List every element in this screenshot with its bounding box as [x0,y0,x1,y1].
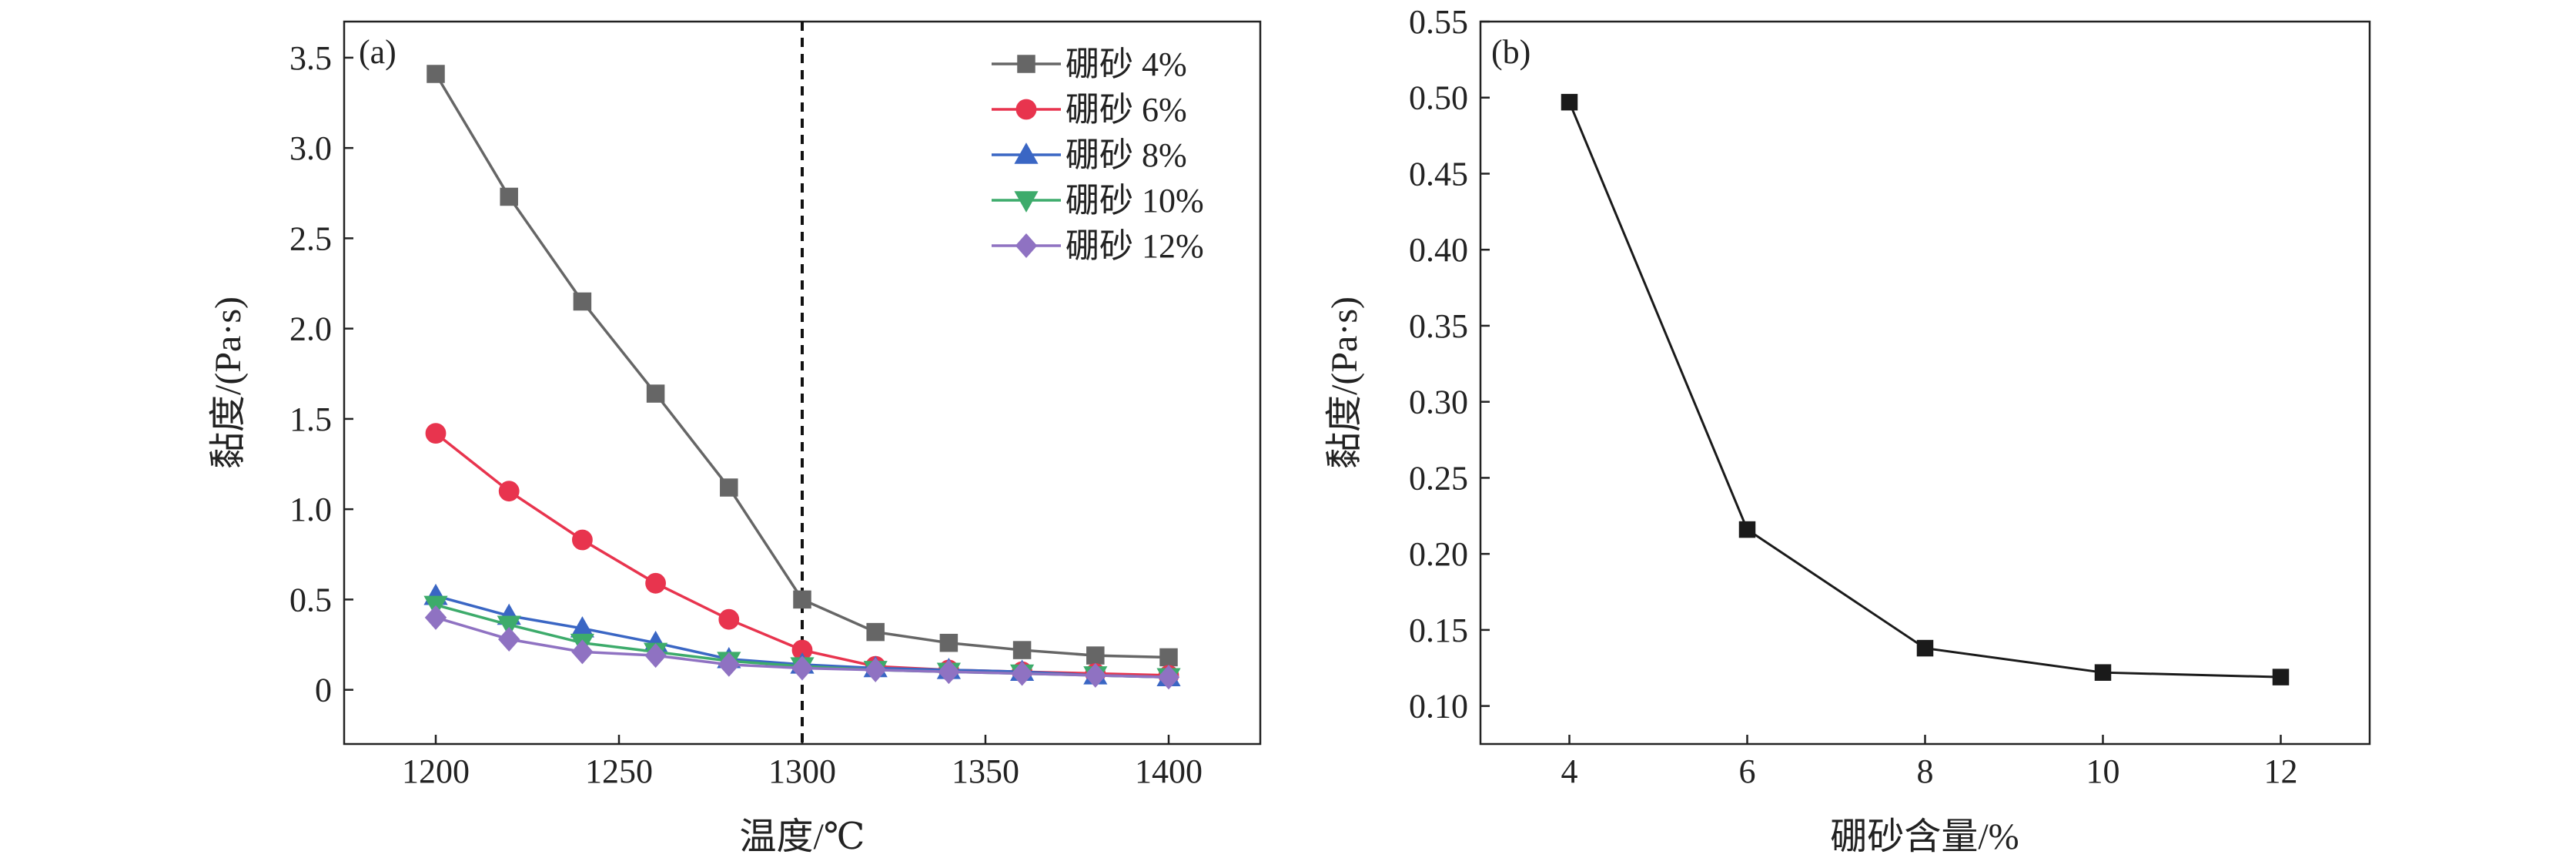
data-point [1011,661,1033,686]
data-point [866,622,885,642]
legend-label-1: 硼砂 6% [1066,91,1187,129]
data-point [571,639,594,665]
y-tick-label: 0.25 [1409,459,1468,497]
data-point [720,478,738,497]
x-tick-label: 8 [1917,752,1934,790]
x-tick-label: 10 [2086,752,2120,790]
x-tick-label: 1350 [952,752,1019,790]
data-point [498,481,520,502]
data-point [500,187,518,206]
data-point [572,529,593,551]
y-tick-label: 0.45 [1409,155,1468,193]
data-point [1084,662,1107,688]
chart-panel-a: 1200 1250 1300 1350 1400 0 0.5 1.0 1.5 2.0 2.5 3.0 3… [208,20,1262,857]
data-point [1916,639,1934,657]
series-group-b [1561,93,2290,685]
legend-label-4: 硼砂 12% [1066,227,1204,265]
data-point [718,608,740,630]
y-axis-label-a: 黏度/(Pa·s) [208,297,249,469]
y-tick-label: 3.0 [289,129,332,167]
y-tick-label: 0.20 [1409,535,1468,573]
data-point [497,615,521,638]
y-tick-label: 1.0 [289,491,332,528]
series-line-0 [1568,102,2281,679]
plot-frame-b [1479,20,2371,746]
data-point [427,65,445,83]
data-point [2094,664,2112,681]
legend-marker-0 [1017,55,1035,73]
data-point [425,423,447,444]
data-point [939,633,958,652]
x-tick-label: 12 [2264,752,2298,790]
y-tick-label: 0.40 [1409,231,1468,269]
y-axis-label-b: 黏度/(Pa·s) [1324,297,1365,469]
y-tick-label: 0.35 [1409,307,1468,345]
legend-marker-2 [1014,142,1039,164]
x-tick-label: 4 [1561,752,1578,790]
series-group-a [423,65,1181,690]
data-point [1738,521,1756,538]
legend-a: 硼砂 4% 硼砂 6% 硼砂 8% 硼砂 10% 硼砂 12% [992,45,1204,265]
x-tick-label: 1400 [1135,752,1203,790]
data-point [1159,648,1178,667]
legend-marker-1 [1015,99,1037,120]
x-axis-label-b: 硼砂含量/% [1830,816,2019,857]
data-point [2272,669,2290,685]
legend-marker-3 [1014,191,1039,213]
data-point [573,292,592,311]
data-point [645,572,666,594]
panel-label-a: (a) [359,33,396,71]
y-tick-label: 0.30 [1409,384,1468,421]
data-point [1157,665,1180,690]
x-tick-label: 1200 [402,752,470,790]
data-point [791,655,814,681]
x-tick-label: 6 [1739,752,1756,790]
x-tick-label: 1300 [768,752,836,790]
x-tick-label: 1250 [585,752,653,790]
y-tick-label: 1.5 [289,400,332,438]
y-tick-label: 0.15 [1409,612,1468,649]
data-point [938,659,960,685]
data-point [1086,646,1105,665]
y-tick-label: 3.5 [289,39,332,77]
y-tick-label: 0 [315,672,332,709]
panel-label-b: (b) [1491,33,1531,71]
data-point [864,657,887,682]
data-point [793,590,811,609]
axis-ticks-b: 4 6 8 10 12 0.10 0.15 0.20 0.25 0.30 0.35 0.40 0.45 0… [1409,3,2298,790]
data-point [497,627,520,652]
y-tick-label: 0.5 [289,581,332,618]
x-axis-label-a: 温度/℃ [739,816,865,857]
legend-label-2: 硼砂 8% [1066,136,1187,174]
data-point [424,605,447,630]
legend-marker-4 [1015,233,1038,258]
legend-label-3: 硼砂 10% [1066,182,1204,220]
y-tick-label: 0.10 [1409,688,1468,726]
y-tick-label: 2.0 [289,310,332,348]
data-point [644,643,667,669]
y-tick-label: 2.5 [289,220,332,257]
data-point [718,652,741,677]
data-point [1012,641,1032,659]
data-point [1561,93,1578,111]
y-tick-label: 0.50 [1409,79,1468,117]
axis-ticks-a: 1200 1250 1300 1350 1400 0 0.5 1.0 1.5 2.0 2.5 3.0 3… [289,39,1203,790]
data-point [646,384,665,403]
y-tick-label: 0.55 [1409,3,1468,41]
legend-label-0: 硼砂 4% [1066,45,1187,83]
chart-panel-b: 4 6 8 10 12 0.10 0.15 0.20 0.25 0.30 0.35 0.40 0.45 0… [1324,3,2371,857]
